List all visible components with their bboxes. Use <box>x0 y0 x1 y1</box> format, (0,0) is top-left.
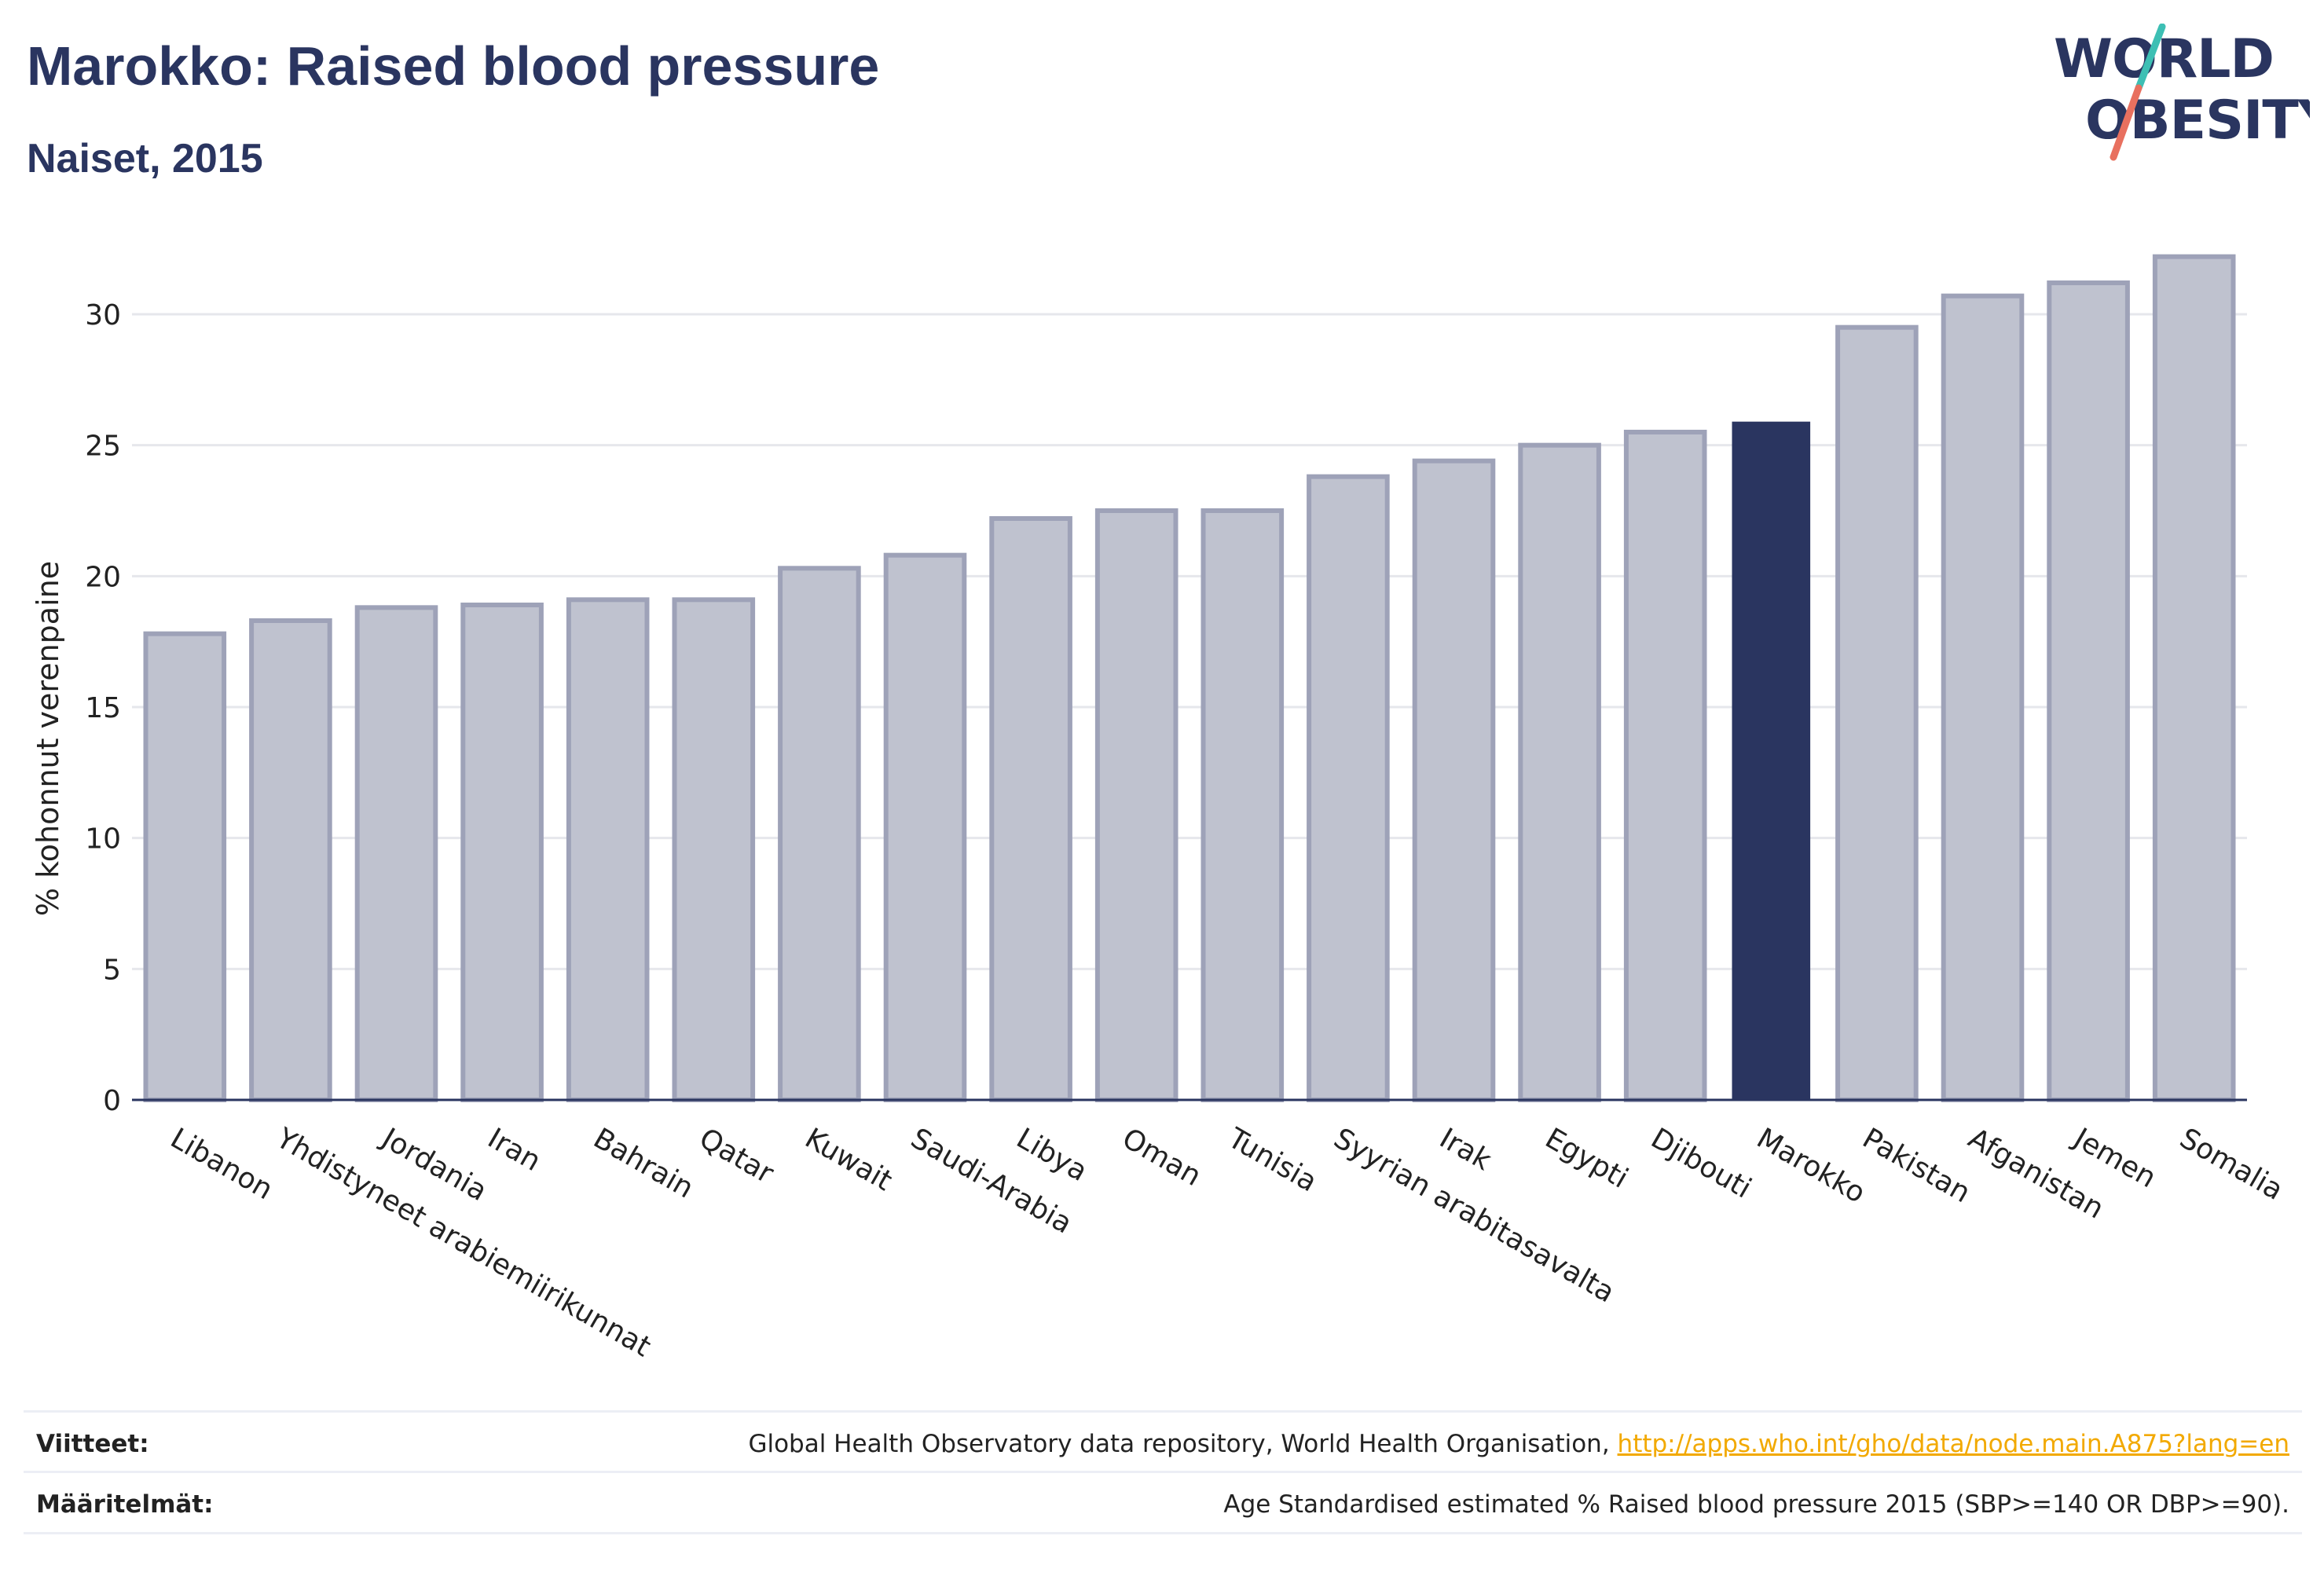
y-tick-label: 0 <box>103 1085 121 1117</box>
bar <box>460 603 544 1102</box>
x-tick-label: Libanon <box>165 1122 278 1206</box>
footer-definitions: Määritelmät: Age Standardised estimated … <box>24 1471 2302 1536</box>
bar <box>566 597 650 1102</box>
bar <box>2047 280 2130 1102</box>
y-axis-title: % kohonnut verenpaine <box>31 561 65 916</box>
x-tick-label: Iran <box>482 1122 546 1178</box>
x-tick-label: Irak <box>1434 1122 1497 1177</box>
footer-references: Viitteet: Global Health Observatory data… <box>24 1410 2302 1475</box>
references-link[interactable]: http://apps.who.int/gho/data/node.main.A… <box>1617 1430 2289 1458</box>
bar <box>883 552 967 1102</box>
references-text: Global Health Observatory data repositor… <box>748 1430 1618 1458</box>
logo-slash-bottom <box>2110 84 2143 161</box>
bar <box>1518 442 1601 1102</box>
x-tick-label: Djibouti <box>1645 1122 1756 1204</box>
x-tick-label: Bahrain <box>588 1122 698 1204</box>
bar <box>1094 508 1178 1102</box>
y-tick-label: 10 <box>85 823 121 856</box>
references-label: Viitteet: <box>36 1430 149 1458</box>
chart-title: Marokko: Raised blood pressure <box>27 35 880 97</box>
chart-subtitle: Naiset, 2015 <box>27 136 263 181</box>
bar <box>989 516 1072 1102</box>
y-tick-label: 5 <box>103 954 121 986</box>
gridlines <box>132 313 2247 970</box>
footer-divider <box>24 1532 2302 1534</box>
y-tick-label: 30 <box>85 299 121 332</box>
x-tick-label: Pakistan <box>1857 1122 1976 1209</box>
bar <box>1623 430 1707 1102</box>
x-tick-label: Oman <box>1116 1122 1206 1193</box>
y-tick-label: 20 <box>85 561 121 593</box>
x-tick-label: Tunisia <box>1222 1122 1322 1198</box>
bar <box>1412 458 1496 1102</box>
bar <box>778 566 861 1102</box>
bar <box>143 631 227 1102</box>
x-tick-label: Libya <box>1011 1122 1093 1188</box>
y-tick-label: 15 <box>85 692 121 724</box>
x-tick-label: Qatar <box>694 1122 779 1189</box>
bar <box>354 605 438 1102</box>
logo-line1: WORLD <box>2054 28 2274 90</box>
x-tick-label: Kuwait <box>800 1122 898 1197</box>
x-tick-label: Egypti <box>1540 1122 1633 1194</box>
y-tick-label: 25 <box>85 431 121 463</box>
bar <box>249 618 332 1102</box>
bars <box>143 254 2236 1103</box>
logo-slash-top <box>2135 24 2166 92</box>
bar <box>1941 293 2025 1102</box>
bar <box>2152 254 2236 1103</box>
bar <box>1835 324 1919 1102</box>
definitions-text: Age Standardised estimated % Raised bloo… <box>1223 1490 2289 1519</box>
bar <box>1307 474 1390 1102</box>
definitions-label: Määritelmät: <box>36 1490 214 1519</box>
x-tick-label: Marokko <box>1751 1122 1871 1209</box>
x-tick-label: Yhdistyneet arabiemiirikunnat <box>270 1122 656 1363</box>
bar <box>1200 508 1285 1102</box>
x-tick-label: Somalia <box>2174 1122 2288 1207</box>
references-value: Global Health Observatory data repositor… <box>748 1430 2302 1458</box>
bar <box>672 597 756 1102</box>
world-obesity-logo: WORLD OBESITY <box>2054 24 2310 161</box>
bar-highlight <box>1732 421 1811 1100</box>
